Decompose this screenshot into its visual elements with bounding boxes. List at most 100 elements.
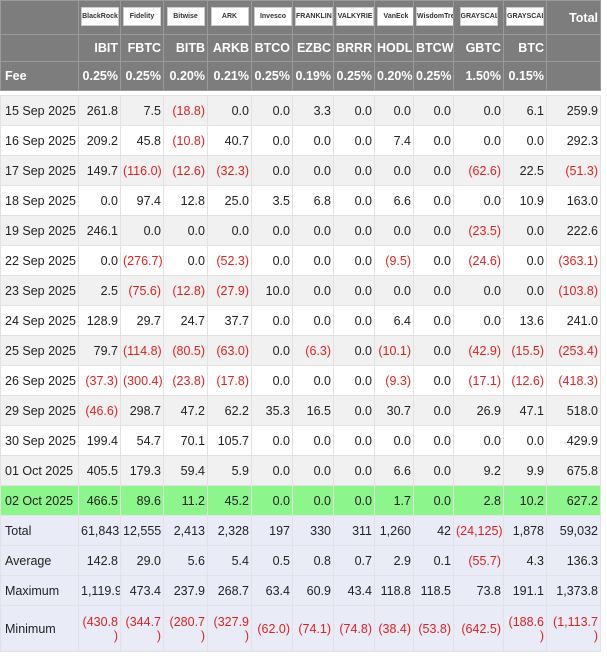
- cell: 0.0: [333, 335, 375, 366]
- date: 19 Sep 2025: [0, 215, 79, 246]
- cell: 246.1: [78, 215, 121, 246]
- cell: (37.3): [78, 365, 121, 396]
- cell: 209.2: [78, 125, 121, 156]
- cell: 43.4: [333, 575, 375, 606]
- cell: (17.1): [453, 365, 504, 396]
- cell: (24.6): [453, 245, 504, 276]
- logo-cell: Bitwise: [163, 0, 208, 35]
- ticker: BRRR: [333, 34, 375, 62]
- cell: 197: [251, 515, 293, 546]
- cell: 0.0: [251, 125, 293, 156]
- cell: 0.0: [453, 185, 504, 216]
- cell: 70.1: [163, 425, 208, 456]
- logo: VALKYRIE: [336, 6, 374, 26]
- cell: 0.0: [333, 125, 375, 156]
- logo-cell: ARK: [207, 0, 252, 35]
- data-row: 19 Sep 2025 246.1 0.0 0.0 0.0 0.0 0.0 0.0 0.0 0.0…: [0, 215, 601, 246]
- data-row: 01 Oct 2025 405.5 179.3 59.4 5.9 0.0 0.0 0.0 6.6…: [0, 455, 601, 486]
- date: 30 Sep 2025: [0, 425, 79, 456]
- ticker: BTC: [503, 34, 547, 62]
- cell: (300.4): [120, 365, 164, 396]
- cell: 0.0: [251, 485, 293, 516]
- cell: 0.0: [333, 275, 375, 306]
- cell: 0.0: [413, 245, 454, 276]
- cell: 0.0: [413, 185, 454, 216]
- date: 22 Sep 2025: [0, 245, 79, 276]
- cell: 0.1: [413, 545, 454, 576]
- cell: (74.1): [292, 605, 334, 652]
- cell: 118.8: [374, 575, 414, 606]
- summary-row: Total 61,843 12,555 2,413 2,328 197 330 311 1,26…: [0, 515, 601, 546]
- cell: 268.7: [207, 575, 252, 606]
- cell: 0.8: [292, 545, 334, 576]
- data-row: 24 Sep 2025 128.9 29.7 24.7 37.7 0.0 0.0 0.0 6.4…: [0, 305, 601, 336]
- cell: 0.0: [292, 155, 334, 186]
- date: 02 Oct 2025: [0, 485, 79, 516]
- cell: 0.0: [333, 245, 375, 276]
- data-row: 26 Sep 2025 (37.3) (300.4) (23.8) (17.8) 0.0 0…: [0, 365, 601, 396]
- cell: 0.0: [251, 155, 293, 186]
- row-label: Fee: [0, 61, 79, 91]
- cell: 136.3: [546, 545, 601, 576]
- data-row: 02 Oct 2025 466.5 89.6 11.2 45.2 0.0 0.0 0.0 1.7…: [0, 485, 601, 516]
- empty-cell: [546, 34, 601, 62]
- cell: 0.0: [413, 155, 454, 186]
- cell: (42.9): [453, 335, 504, 366]
- ticker: FBTC: [120, 34, 164, 62]
- logo-cell: GRAYSCALE: [453, 0, 504, 35]
- logo: Invesco: [254, 6, 292, 26]
- cell: 330: [292, 515, 334, 546]
- cell: 10.2: [503, 485, 547, 516]
- cell: 11.2: [163, 485, 208, 516]
- cell: 61,843: [78, 515, 121, 546]
- cell: 292.3: [546, 125, 601, 156]
- data-row: 30 Sep 2025 199.4 54.7 70.1 105.7 0.0 0.0 0.0 0.…: [0, 425, 601, 456]
- fee: 0.25%: [413, 61, 454, 91]
- row-label: Average: [0, 545, 79, 576]
- cell: 9.9: [503, 455, 547, 486]
- fee: 0.25%: [333, 61, 375, 91]
- cell: (75.6): [120, 275, 164, 306]
- ticker: ARKB: [207, 34, 252, 62]
- cell: 0.0: [251, 215, 293, 246]
- cell: 627.2: [546, 485, 601, 516]
- cell: 0.0: [251, 365, 293, 396]
- cell: 0.5: [251, 545, 293, 576]
- cell: 0.0: [374, 155, 414, 186]
- cell: (12.6): [163, 155, 208, 186]
- fee-row: Fee 0.25% 0.25% 0.20% 0.21% 0.25% 0.19% 0.25% 0.…: [0, 61, 601, 91]
- fee: 0.20%: [374, 61, 414, 91]
- logo: FRANKLIN TEMPLETON: [295, 6, 333, 26]
- fee: 0.19%: [292, 61, 334, 91]
- logo-cell: BlackRock: [78, 0, 121, 35]
- cell: 63.4: [251, 575, 293, 606]
- cell: (116.0): [120, 155, 164, 186]
- cell: 179.3: [120, 455, 164, 486]
- logo: ARK: [210, 6, 249, 26]
- cell: 0.0: [503, 125, 547, 156]
- cell: 0.0: [453, 125, 504, 156]
- logo: Fidelity: [123, 6, 161, 26]
- cell: 0.0: [453, 305, 504, 336]
- ticker: GBTC: [453, 34, 504, 62]
- cell: 0.0: [374, 95, 414, 126]
- cell: 0.0: [292, 275, 334, 306]
- cell: (62.0): [251, 605, 293, 652]
- cell: (17.8): [207, 365, 252, 396]
- data-row: 15 Sep 2025 261.8 7.5 (18.8) 0.0 0.0 3.3 0.0 0.0…: [0, 95, 601, 126]
- cell: (12.6): [503, 365, 547, 396]
- cell: 29.7: [120, 305, 164, 336]
- cell: 0.0: [413, 425, 454, 456]
- cell: 0.0: [503, 215, 547, 246]
- cell: 35.3: [251, 395, 293, 426]
- ticker: BITB: [163, 34, 208, 62]
- cell: (80.5): [163, 335, 208, 366]
- cell: 222.6: [546, 215, 601, 246]
- fee: 0.20%: [163, 61, 208, 91]
- cell: 0.0: [453, 275, 504, 306]
- summary-row: Minimum (430.8) (344.7) (280.7) (327.9) (62.0…: [0, 605, 601, 652]
- cell: 45.2: [207, 485, 252, 516]
- cell: 0.0: [333, 365, 375, 396]
- cell: (253.4): [546, 335, 601, 366]
- date: 26 Sep 2025: [0, 365, 79, 396]
